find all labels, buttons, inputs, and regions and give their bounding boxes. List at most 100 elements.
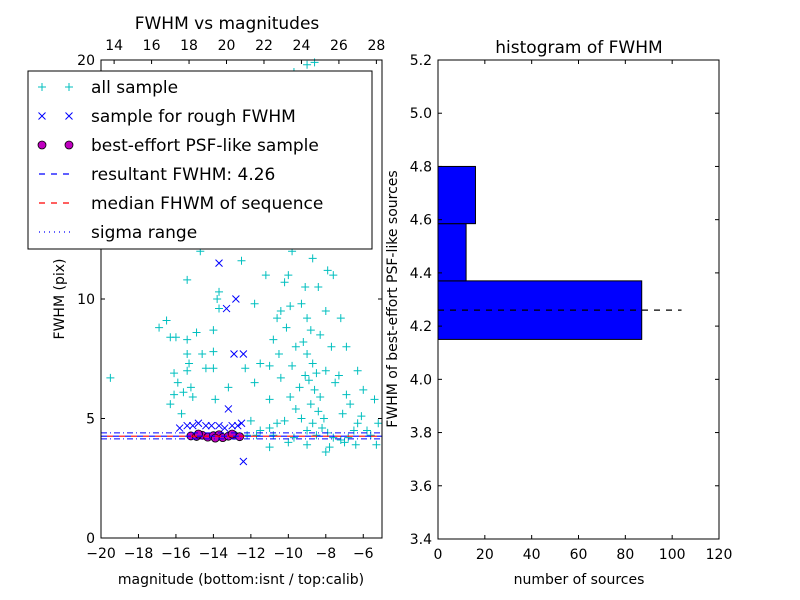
data-point	[286, 302, 295, 311]
data-point	[179, 388, 188, 397]
data-point	[312, 369, 321, 378]
data-point	[303, 314, 312, 323]
data-point	[224, 405, 233, 413]
legend-label: sigma range	[91, 223, 197, 243]
x-tick-label: 100	[659, 547, 686, 563]
scatter-xlabel: magnitude (bottom:isnt / top:calib)	[118, 572, 364, 588]
data-point	[319, 414, 328, 423]
scatter-ylabel: FWHM (pix)	[52, 259, 68, 340]
data-point	[318, 424, 327, 433]
data-point	[175, 424, 184, 432]
data-point	[334, 371, 343, 380]
data-point	[323, 266, 332, 275]
data-point	[171, 333, 180, 342]
data-point	[209, 364, 218, 373]
legend-marker	[65, 112, 73, 120]
data-point	[303, 440, 312, 449]
y-tick-label: 5	[86, 412, 95, 428]
data-point	[344, 433, 353, 442]
data-point	[194, 429, 203, 439]
data-point	[183, 421, 192, 430]
data-point	[207, 421, 216, 430]
data-point	[359, 385, 368, 394]
data-point	[303, 426, 312, 435]
x-tick-label: 40	[523, 547, 541, 563]
data-point	[374, 419, 383, 428]
scatter-legend: all sample sample for rough FWHM best-effo…	[27, 70, 373, 250]
data-point	[331, 378, 340, 387]
data-point	[329, 271, 338, 280]
data-point	[308, 359, 317, 368]
data-point	[162, 316, 171, 325]
data-point	[186, 383, 195, 392]
legend-marker	[38, 112, 46, 120]
data-point	[237, 419, 246, 428]
legend-entry: all sample	[38, 78, 178, 98]
data-point	[224, 383, 233, 392]
data-point	[301, 371, 310, 380]
data-point	[173, 378, 182, 387]
data-point	[289, 433, 298, 442]
data-point	[306, 400, 315, 409]
data-point	[297, 299, 306, 308]
scatter-ticks: −20 −18 −16 −14 −12 −10 −8 −6 0 5 10 20 14 16 18 20 22 24…	[77, 38, 385, 562]
data-point	[215, 304, 224, 313]
data-point	[106, 373, 115, 382]
data-point	[202, 421, 210, 430]
data-point	[273, 314, 282, 323]
data-point	[297, 414, 306, 423]
data-point	[215, 421, 223, 430]
data-point	[353, 366, 362, 375]
legend-entry: resultant FWHM: 4.26	[39, 165, 275, 185]
top-x-tick-label: 14	[105, 38, 123, 54]
top-x-tick-label: 28	[367, 38, 385, 54]
data-point	[183, 335, 192, 344]
top-x-tick-label: 20	[218, 38, 236, 54]
data-point	[239, 457, 248, 466]
top-x-tick-label: 18	[180, 38, 198, 54]
data-point	[232, 295, 240, 303]
data-point	[312, 431, 321, 440]
y-tick-label: 5.2	[410, 53, 432, 69]
y-tick-label: 4.8	[410, 159, 432, 175]
data-point	[250, 299, 259, 308]
data-point	[188, 421, 197, 430]
legend-label: median FHWM of sequence	[91, 194, 323, 214]
y-tick-label: 3.8	[410, 426, 432, 442]
data-point	[321, 306, 330, 315]
x-tick-label: 80	[616, 547, 634, 563]
data-point	[220, 424, 229, 432]
data-point	[188, 392, 197, 401]
scatter-reference-lines	[101, 432, 382, 440]
y-tick-label: 4.0	[410, 372, 432, 388]
data-point	[239, 350, 248, 358]
data-point	[198, 349, 207, 358]
data-point	[222, 304, 231, 313]
histogram-title: histogram of FWHM	[495, 38, 662, 58]
data-point	[201, 364, 210, 373]
data-point	[252, 431, 261, 440]
y-tick-label: 4.2	[410, 319, 432, 335]
data-point	[288, 361, 297, 370]
data-point	[215, 259, 223, 268]
x-tick-label: −16	[161, 546, 191, 562]
legend-label: resultant FWHM: 4.26	[91, 165, 275, 185]
data-point	[329, 433, 338, 442]
legend-marker	[65, 83, 73, 91]
data-point	[274, 349, 283, 358]
data-point	[256, 359, 265, 368]
data-point	[351, 440, 360, 449]
data-point	[310, 385, 319, 394]
data-point	[183, 366, 192, 375]
legend-entry: sigma range	[39, 223, 197, 243]
data-point	[276, 373, 285, 382]
data-point	[306, 326, 315, 335]
data-point	[336, 314, 345, 323]
data-point	[261, 271, 270, 280]
y-tick-label: 0	[86, 531, 95, 547]
legend-marker	[38, 83, 46, 91]
data-point	[327, 342, 336, 351]
data-point	[286, 392, 295, 401]
data-point	[370, 395, 379, 404]
legend-label: sample for rough FWHM	[91, 107, 296, 127]
